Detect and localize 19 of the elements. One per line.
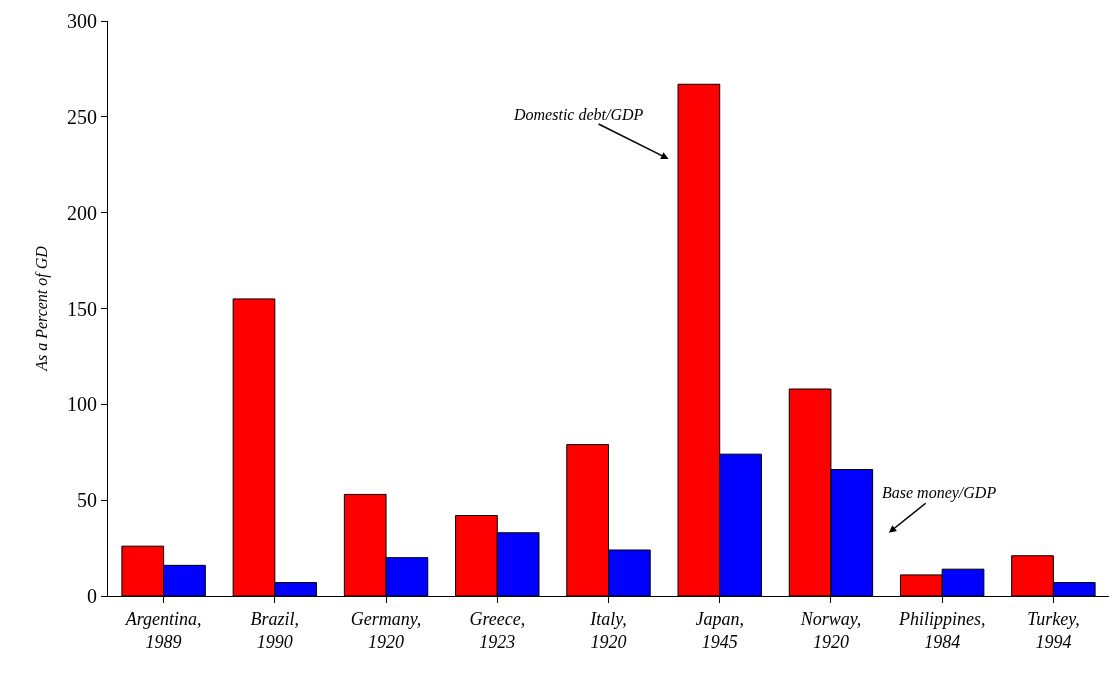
x-tick-label: Germany, 1920 <box>350 608 422 652</box>
annotation: Domestic debt/GDP <box>513 106 644 123</box>
y-tick-label: 100 <box>67 393 97 416</box>
y-tick-label: 300 <box>67 10 97 32</box>
x-tick-label: Philippines, 1984 <box>897 608 986 652</box>
annotation: Base money/GDP <box>882 484 997 502</box>
x-tick-label: Norway, 1920 <box>799 608 862 652</box>
y-tick-label: 250 <box>67 105 97 128</box>
y-tick-label: 0 <box>87 585 97 607</box>
x-tick-label: Argentina, 1989 <box>124 608 202 652</box>
x-tick-label: Japan, 1945 <box>695 608 744 652</box>
x-tick-label: Italy, 1920 <box>589 608 627 652</box>
y-tick-label: 200 <box>67 201 97 224</box>
x-tick-label: Turkey, 1994 <box>1027 608 1080 652</box>
y-axis-title: As a Percent of GD <box>32 245 51 372</box>
x-tick-label: Greece, 1923 <box>469 608 526 652</box>
x-tick-label: Brazil, 1990 <box>250 608 300 652</box>
y-tick-label: 50 <box>77 489 97 512</box>
y-tick-label: 150 <box>67 297 97 320</box>
